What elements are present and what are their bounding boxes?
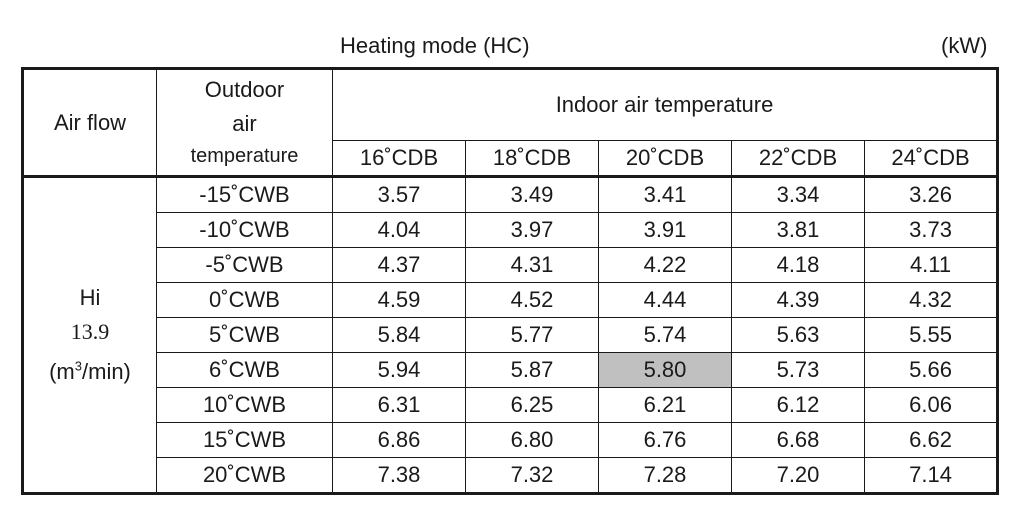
value-cell: 4.18	[731, 247, 865, 283]
value-cell: 7.38	[332, 457, 466, 494]
outdoor-temp-cell: 15˚CWB	[156, 422, 333, 458]
value-cell: 4.37	[332, 247, 466, 283]
outdoor-header-line2: air	[232, 110, 257, 136]
value-cell: 4.59	[332, 282, 466, 318]
value-cell: 3.81	[731, 212, 865, 248]
outdoor-header-line3: temperature	[190, 144, 299, 167]
table-row: 20˚CWB 7.38 7.32 7.28 7.20 7.14	[23, 457, 999, 494]
value-cell: 5.84	[332, 317, 466, 353]
table-row: 0˚CWB 4.59 4.52 4.44 4.39 4.32	[23, 282, 999, 318]
table-row: 5˚CWB 5.84 5.77 5.74 5.63 5.55	[23, 317, 999, 353]
air-flow-header: Air flow	[22, 68, 157, 178]
value-cell: 7.14	[863, 457, 999, 494]
value-cell: 3.26	[863, 176, 999, 213]
outdoor-header-line1: Outdoor	[204, 76, 285, 102]
value-cell: 3.73	[863, 212, 999, 248]
value-cell: 5.94	[332, 352, 466, 388]
indoor-column-header: 18˚CDB	[465, 140, 599, 178]
unit-label: (kW)	[941, 33, 988, 58]
indoor-column-header: 20˚CDB	[598, 140, 732, 178]
value-cell: 3.49	[465, 176, 599, 213]
value-cell: 3.97	[465, 212, 599, 248]
value-cell: 7.32	[465, 457, 599, 494]
value-cell: 4.32	[863, 282, 999, 318]
value-cell: 5.77	[465, 317, 599, 353]
value-cell: 4.04	[332, 212, 466, 248]
outdoor-temp-cell: 10˚CWB	[156, 387, 333, 423]
value-cell: 6.62	[863, 422, 999, 458]
value-cell: 4.39	[731, 282, 865, 318]
indoor-column-header: 22˚CDB	[731, 140, 865, 178]
value-cell: 6.31	[332, 387, 466, 423]
value-cell: 3.41	[598, 176, 732, 213]
outdoor-temp-cell: -15˚CWB	[156, 176, 333, 213]
outdoor-temperature-header: Outdoor air temperature	[156, 68, 333, 178]
value-cell: 7.20	[731, 457, 865, 494]
value-cell: 6.68	[731, 422, 865, 458]
value-cell: 5.73	[731, 352, 865, 388]
air-flow-mode: Hi	[79, 285, 101, 311]
value-cell: 4.22	[598, 247, 732, 283]
value-cell: 4.11	[863, 247, 999, 283]
outdoor-temp-cell: -5˚CWB	[156, 247, 333, 283]
indoor-temperature-header: Indoor air temperature	[331, 68, 999, 141]
table-row: -5˚CWB 4.37 4.31 4.22 4.18 4.11	[23, 247, 999, 283]
air-flow-unit: (m3/min)	[49, 358, 131, 384]
indoor-column-header: 16˚CDB	[332, 140, 466, 178]
outdoor-temp-cell: 5˚CWB	[156, 317, 333, 353]
table-row: 6˚CWB 5.94 5.87 5.80 5.73 5.66	[23, 352, 999, 388]
highlighted-value-cell: 5.80	[598, 352, 732, 388]
indoor-column-header: 24˚CDB	[863, 140, 999, 178]
value-cell: 6.21	[598, 387, 732, 423]
value-cell: 3.34	[731, 176, 865, 213]
table-row: -10˚CWB 4.04 3.97 3.91 3.81 3.73	[23, 212, 999, 248]
value-cell: 5.55	[863, 317, 999, 353]
table-title: Heating mode (HC)	[340, 33, 530, 58]
table-row: Hi 13.9 (m3/min) -15˚CWB 3.57 3.49 3.41 …	[22, 176, 999, 494]
value-cell: 5.63	[731, 317, 865, 353]
value-cell: 5.66	[863, 352, 999, 388]
value-cell: 5.74	[598, 317, 732, 353]
capacity-table: Air flow Outdoor air temperature Indoor …	[21, 67, 1000, 495]
value-cell: 4.52	[465, 282, 599, 318]
value-cell: 3.91	[598, 212, 732, 248]
value-cell: 6.06	[863, 387, 999, 423]
value-cell: 6.86	[332, 422, 466, 458]
outdoor-temp-cell: 0˚CWB	[156, 282, 333, 318]
outdoor-temp-cell: 20˚CWB	[156, 457, 333, 494]
value-cell: 4.31	[465, 247, 599, 283]
value-cell: 6.12	[731, 387, 865, 423]
air-flow-value: 13.9	[70, 319, 110, 345]
value-cell: 5.87	[465, 352, 599, 388]
outdoor-temp-cell: 6˚CWB	[156, 352, 333, 388]
table-row: 10˚CWB 6.31 6.25 6.21 6.12 6.06	[23, 387, 999, 423]
value-cell: 6.80	[465, 422, 599, 458]
value-cell: 6.76	[598, 422, 732, 458]
outdoor-temp-cell: -10˚CWB	[156, 212, 333, 248]
air-flow-cell: Hi 13.9 (m3/min)	[22, 176, 157, 494]
table-row: 15˚CWB 6.86 6.80 6.76 6.68 6.62	[23, 422, 999, 458]
value-cell: 6.25	[465, 387, 599, 423]
value-cell: 7.28	[598, 457, 732, 494]
value-cell: 4.44	[598, 282, 732, 318]
value-cell: 3.57	[332, 176, 466, 213]
